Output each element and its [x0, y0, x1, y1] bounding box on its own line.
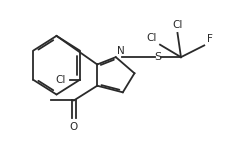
Text: N: N — [117, 46, 125, 56]
Text: Cl: Cl — [172, 20, 183, 30]
Text: S: S — [154, 52, 161, 62]
Text: O: O — [70, 122, 78, 132]
Text: F: F — [207, 34, 212, 44]
Text: Cl: Cl — [146, 33, 157, 43]
Text: Cl: Cl — [55, 75, 66, 85]
